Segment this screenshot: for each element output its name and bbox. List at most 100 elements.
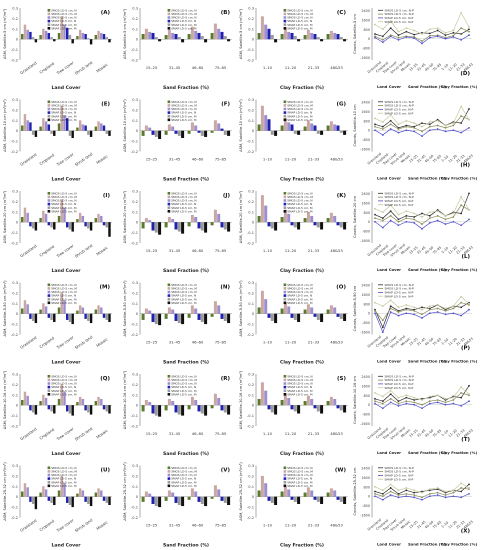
y-tick-label: -0.2	[131, 516, 138, 520]
bar	[76, 493, 79, 497]
series-point	[436, 487, 439, 489]
bar	[217, 213, 221, 223]
series-point	[381, 41, 384, 44]
series-point	[405, 394, 408, 397]
series-point	[374, 392, 376, 394]
x-tick-label: 75–85	[432, 520, 442, 530]
series-point	[421, 33, 423, 35]
legend-label: SMAP LD-5 cm, N	[51, 477, 76, 481]
bar	[339, 405, 343, 411]
bar	[34, 496, 38, 510]
bar	[89, 496, 93, 507]
bar	[171, 401, 175, 406]
legend-label: SMAP LD-5 cm, N-P	[385, 203, 414, 207]
y-tick-label: -0.2	[247, 59, 254, 63]
bar	[220, 313, 224, 319]
bar	[306, 304, 310, 314]
x-tick-label: 48&53	[463, 337, 474, 347]
legend-swatch	[283, 9, 287, 12]
series-point	[444, 403, 447, 406]
bar	[220, 405, 224, 411]
series-point	[374, 485, 376, 488]
bar	[60, 199, 63, 223]
bar-panel-3-3: 0.3 0.2 0.1 0 -0.1 -0.2 1–10 11–20 21–33 48&53 SMO…	[239, 190, 348, 274]
bar	[144, 491, 148, 497]
bar	[316, 222, 320, 228]
bar	[102, 496, 106, 501]
legend-swatch	[167, 199, 171, 202]
series-point	[389, 204, 392, 207]
bar	[68, 313, 72, 323]
bar	[270, 222, 274, 229]
bar	[326, 218, 330, 223]
bar	[23, 24, 27, 40]
y-tick-label: 0.2	[248, 474, 254, 478]
legend-label: SMAP LD-5 cm, N	[171, 19, 196, 23]
bar	[210, 222, 214, 226]
series-point	[468, 492, 470, 495]
panel-letter: (Q)	[100, 376, 110, 382]
bar	[81, 398, 85, 406]
bar	[84, 222, 87, 227]
y-tick-label: -1600	[360, 148, 370, 152]
x-axis-label: Land Cover	[51, 177, 81, 183]
legend-label: SMOS LD-5 cm, M	[171, 195, 197, 199]
legend-label: SMOS LD-5 cm, N-P	[385, 191, 414, 195]
legend-swatch	[47, 393, 51, 396]
bar	[167, 398, 171, 406]
x-tick-label: 48&53	[463, 62, 474, 72]
legend-label: SMAP LD-5 cm, M	[51, 484, 77, 488]
series-point	[460, 204, 463, 207]
y-tick-label: 0	[252, 221, 255, 225]
bar	[204, 313, 208, 325]
bar	[34, 130, 38, 137]
series-point	[381, 498, 384, 501]
legend-swatch	[167, 12, 171, 16]
legend-label: SMOS LD-5 cm, N	[171, 374, 196, 378]
series-point	[405, 402, 408, 405]
legend-swatch	[167, 389, 171, 392]
series-point	[468, 308, 470, 311]
legend-label: SMAP LD-5 cm, N-P	[385, 20, 414, 24]
bar	[141, 222, 145, 229]
y-axis-label: ΔSM, Satellite-10 cm (m³/m³)	[3, 99, 7, 152]
bar	[42, 394, 45, 406]
bar	[42, 118, 45, 131]
series-point	[405, 210, 408, 212]
x-tick-label: 11–20	[448, 337, 458, 347]
legend-swatch	[167, 107, 171, 111]
series-point	[452, 396, 455, 399]
panel-row-3: 0.30.20.10-0.1-0.2 Grassland Cropland Tree …	[3, 190, 477, 275]
series-point	[381, 407, 384, 410]
bar	[34, 405, 38, 415]
panel-letter: (D)	[460, 71, 470, 77]
series-point	[436, 119, 439, 122]
legend-label: SMOS LD-5 cm, N	[171, 107, 196, 111]
bar	[336, 125, 340, 131]
x-tick-label: 1–10	[263, 65, 273, 70]
bar	[148, 31, 152, 40]
series-point	[381, 326, 384, 329]
series-point	[421, 125, 423, 128]
series-point	[460, 27, 463, 29]
bar	[257, 490, 261, 497]
y-tick-label: 0.1	[12, 27, 18, 31]
series-point	[389, 397, 392, 400]
bar	[270, 405, 274, 413]
legend-label: SMAP LD-5 cm, M	[287, 114, 313, 118]
bar	[100, 123, 103, 131]
bar	[187, 34, 191, 40]
series-point	[389, 401, 392, 404]
bar	[306, 487, 310, 497]
legend-label: SMAP LD-5 cm, M	[171, 114, 197, 118]
x-axis-label: Clay Fraction (%)	[280, 177, 324, 183]
x-tick-label: 75–85	[432, 62, 442, 72]
legend-swatch	[167, 202, 171, 206]
x-tick-label: Tree cover	[55, 243, 75, 259]
y-tick-label: -0.1	[247, 231, 254, 235]
bar	[194, 308, 198, 314]
legend-swatch	[47, 9, 51, 12]
legend-swatch	[47, 294, 51, 297]
bar	[320, 130, 324, 135]
